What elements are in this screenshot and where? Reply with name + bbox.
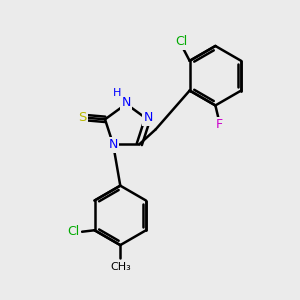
Text: N: N xyxy=(143,111,153,124)
Text: Cl: Cl xyxy=(175,35,188,48)
Text: N: N xyxy=(108,138,118,152)
Text: CH₃: CH₃ xyxy=(110,262,131,272)
Text: F: F xyxy=(215,118,223,131)
Text: N: N xyxy=(122,96,131,109)
Text: H: H xyxy=(112,88,121,98)
Text: Cl: Cl xyxy=(67,225,79,238)
Text: S: S xyxy=(78,111,86,124)
